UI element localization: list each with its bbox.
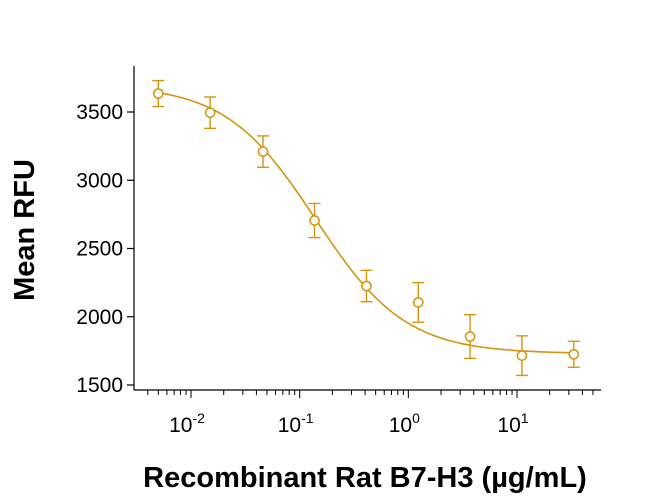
data-marker [568, 348, 580, 360]
data-marker [361, 280, 372, 292]
data-point [360, 269, 373, 303]
x-tick-label: 10-2 [169, 410, 205, 437]
data-marker [464, 331, 476, 342]
data-marker [412, 297, 424, 308]
y-tick-group: 1500 2000 2500 3000 3500 [76, 101, 134, 397]
data-point [412, 281, 425, 323]
data-marker [204, 107, 216, 119]
x-tick-exponent: -2 [192, 410, 205, 426]
x-tick-exponent: 1 [521, 410, 529, 426]
data-point [567, 340, 580, 368]
data-point [257, 135, 270, 168]
data-marker [152, 88, 164, 99]
data-point [204, 96, 217, 130]
data-marker [309, 215, 320, 226]
y-axis-title: Mean RFU [9, 159, 41, 301]
x-tick-exponent: 0 [412, 410, 420, 426]
data-marker [257, 146, 269, 157]
x-tick-base: 10 [278, 414, 301, 437]
y-tick-label: 2500 [76, 238, 123, 261]
data-point [308, 202, 321, 239]
y-tick-label: 3500 [76, 101, 123, 124]
data-marker [516, 350, 528, 362]
x-tick-base: 10 [497, 414, 520, 437]
x-tick-group: 10-2 10-1 100 101 [147, 390, 594, 437]
fit-curve [158, 91, 574, 354]
data-point [152, 79, 165, 108]
fit-curve-group [158, 91, 574, 354]
x-tick-exponent: -1 [301, 410, 314, 426]
x-tick-base: 10 [389, 414, 412, 437]
x-tick-label: 100 [389, 410, 420, 437]
x-tick-label: 10-1 [278, 410, 314, 437]
data-point [464, 314, 477, 360]
x-tick-label: 101 [497, 410, 528, 437]
x-axis-title: Recombinant Rat B7-H3 (µg/mL) [143, 462, 587, 494]
data-point [515, 335, 528, 377]
y-tick-label: 2000 [76, 306, 123, 329]
y-tick-label: 1500 [76, 374, 123, 397]
data-points-group [152, 79, 580, 377]
y-tick-label: 3000 [76, 169, 123, 192]
x-tick-base: 10 [169, 414, 192, 437]
